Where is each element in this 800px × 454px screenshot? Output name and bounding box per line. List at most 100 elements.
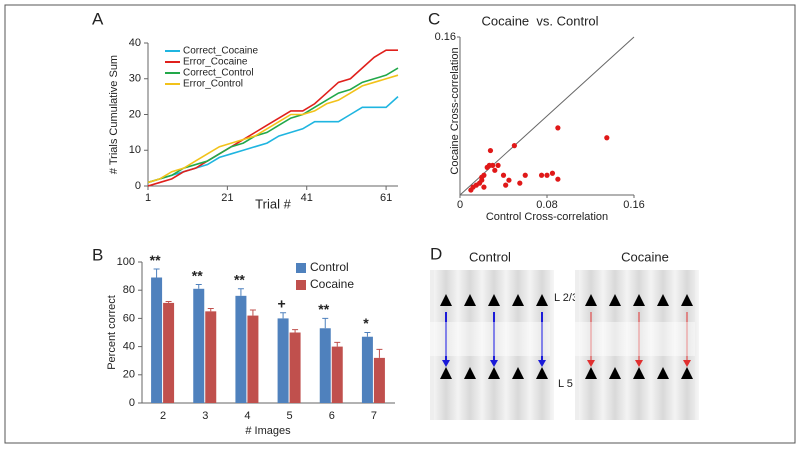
neuron bbox=[633, 367, 645, 379]
y-tick-label: 10 bbox=[129, 144, 141, 156]
error-bar bbox=[249, 309, 256, 316]
neuron bbox=[464, 367, 476, 379]
point bbox=[604, 135, 610, 141]
error-bar bbox=[364, 332, 371, 337]
neuron bbox=[657, 367, 669, 379]
y-axis-label: # Trials Cumulative Sum bbox=[108, 55, 120, 174]
neuron bbox=[488, 294, 500, 306]
x-tick-label: 2 bbox=[160, 410, 166, 422]
point bbox=[479, 174, 485, 180]
x-axis-label: # Images bbox=[245, 425, 291, 437]
neuron bbox=[536, 367, 548, 379]
x-axis-label: Trial # bbox=[255, 196, 291, 211]
neuron bbox=[681, 367, 693, 379]
arrowhead bbox=[538, 360, 546, 367]
y-tick-label: 100 bbox=[117, 256, 135, 268]
x-tick-label: 4 bbox=[244, 410, 250, 422]
bar bbox=[151, 277, 163, 403]
y-tick-label: 20 bbox=[129, 108, 141, 120]
neuron bbox=[536, 294, 548, 306]
point bbox=[506, 177, 512, 183]
neuron bbox=[585, 367, 597, 379]
x-tick-label: 21 bbox=[221, 192, 233, 204]
legend-label: Cocaine bbox=[310, 277, 354, 291]
bar bbox=[373, 357, 385, 403]
series-line bbox=[147, 96, 399, 184]
annotation: ** bbox=[234, 271, 245, 287]
bar bbox=[205, 311, 217, 403]
point bbox=[538, 172, 545, 178]
x-tick-label: 5 bbox=[287, 410, 293, 422]
panel-label: B bbox=[92, 245, 103, 264]
bar bbox=[235, 295, 247, 403]
x-tick-label: 61 bbox=[380, 192, 392, 204]
neuron bbox=[488, 367, 500, 379]
point bbox=[544, 172, 550, 178]
x-tick-label: 0 bbox=[457, 199, 463, 211]
bar bbox=[331, 346, 343, 403]
annotation: ** bbox=[192, 267, 203, 283]
series-line bbox=[147, 74, 399, 184]
bar bbox=[289, 332, 301, 403]
layer-label: L 5 bbox=[558, 378, 573, 390]
error-bar bbox=[237, 288, 244, 296]
panel-label: A bbox=[92, 9, 104, 28]
legend-swatch bbox=[296, 280, 306, 290]
point bbox=[522, 172, 528, 178]
error-bar bbox=[165, 300, 172, 303]
x-tick-label: 3 bbox=[202, 410, 208, 422]
series-line bbox=[147, 67, 399, 184]
neuron bbox=[585, 294, 597, 306]
legend-label: Error_Control bbox=[183, 79, 243, 90]
point bbox=[500, 172, 507, 178]
point bbox=[517, 180, 523, 186]
point bbox=[481, 184, 487, 190]
error-bar bbox=[322, 317, 329, 329]
layer-label: L 2/3 bbox=[554, 292, 578, 304]
x-tick-label: 1 bbox=[145, 192, 151, 204]
annotation: ** bbox=[318, 301, 329, 317]
arrowhead bbox=[587, 360, 595, 367]
x-tick-label: 0.08 bbox=[536, 199, 557, 211]
neuron bbox=[681, 294, 693, 306]
point bbox=[490, 162, 496, 168]
y-axis-label: Percent correct bbox=[106, 295, 118, 370]
panel-label: D bbox=[430, 244, 442, 263]
arrowhead bbox=[635, 360, 643, 367]
mid-band bbox=[430, 322, 550, 356]
y-tick-label: 0.16 bbox=[435, 31, 456, 43]
point bbox=[511, 143, 517, 149]
point bbox=[495, 162, 501, 168]
neuron bbox=[633, 294, 645, 306]
error-bar bbox=[280, 312, 287, 319]
diagram-title: Cocaine bbox=[621, 249, 669, 264]
y-tick-label: 0 bbox=[129, 397, 135, 409]
neuron bbox=[609, 294, 621, 306]
point bbox=[492, 167, 498, 173]
point bbox=[555, 125, 561, 131]
point bbox=[549, 170, 556, 176]
error-bar bbox=[376, 348, 383, 358]
bar bbox=[193, 288, 205, 403]
neuron bbox=[657, 294, 669, 306]
neuron bbox=[440, 294, 452, 306]
y-axis-label: Cocaine Cross-correlation bbox=[449, 47, 461, 174]
point bbox=[555, 176, 561, 182]
bar bbox=[163, 302, 175, 403]
x-tick-label: 6 bbox=[329, 410, 335, 422]
arrowhead bbox=[442, 360, 450, 367]
point bbox=[503, 182, 509, 188]
annotation: * bbox=[363, 315, 369, 331]
legend-label: Correct_Cocaine bbox=[183, 46, 258, 57]
annotation: ** bbox=[150, 252, 161, 268]
chart-title: Cocaine vs. Control bbox=[481, 13, 598, 28]
neuron bbox=[464, 294, 476, 306]
x-tick-label: 7 bbox=[371, 410, 377, 422]
y-tick-label: 40 bbox=[123, 341, 135, 353]
x-axis-label: Control Cross-correlation bbox=[486, 211, 608, 223]
y-tick-label: 30 bbox=[129, 73, 141, 85]
legend-swatch bbox=[296, 263, 306, 273]
point bbox=[487, 147, 494, 154]
neuron bbox=[440, 367, 452, 379]
